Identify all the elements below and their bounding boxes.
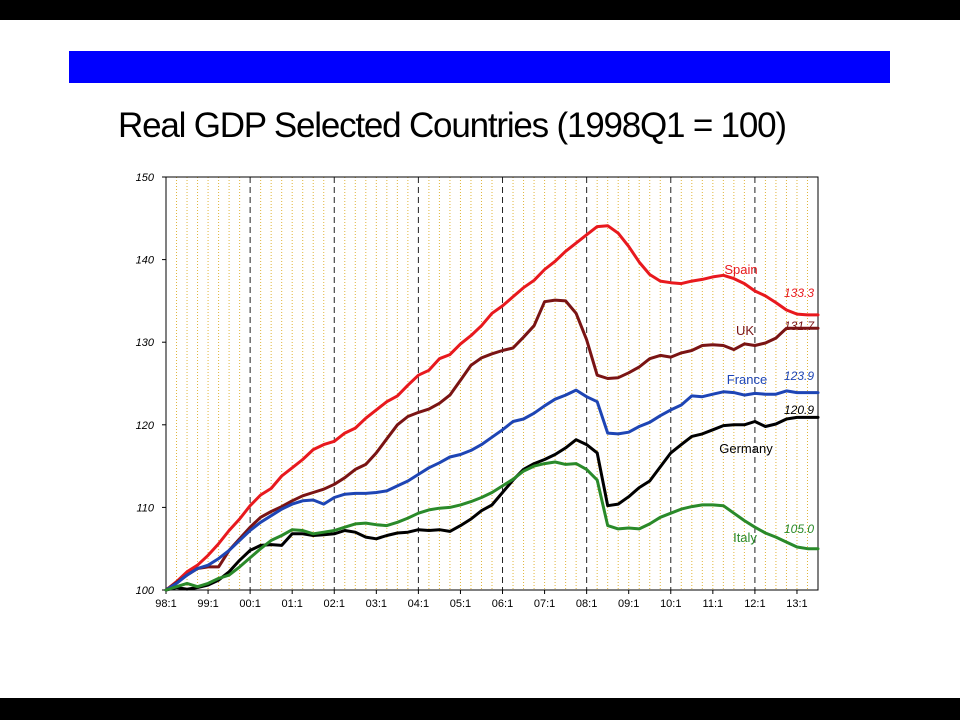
- series-line-spain: [164, 224, 820, 592]
- plot-frame: [165, 176, 819, 591]
- x-tick-label: 03:1: [366, 598, 387, 610]
- series-end-label-uk: 131.7: [784, 319, 815, 333]
- y-tick-label: 110: [136, 502, 154, 514]
- series-name-germany: Germany: [719, 441, 773, 456]
- y-tick-label: 120: [136, 420, 155, 432]
- series-line-germany: [164, 415, 820, 592]
- y-tick-label: 130: [136, 337, 155, 349]
- header-banner: [69, 51, 890, 83]
- x-tick-label: 09:1: [618, 598, 639, 610]
- slide-title: Real GDP Selected Countries (1998Q1 = 10…: [118, 106, 787, 145]
- x-tick-label: 01:1: [281, 598, 302, 610]
- chart-axes: 100 110 120 130 140 150 98:1 99:1 00:1 01:1 02:1 03…: [136, 172, 819, 610]
- x-tick-label: 12:1: [744, 598, 765, 610]
- x-tick-label: 00:1: [239, 598, 260, 610]
- y-tick-label: 100: [136, 585, 155, 597]
- x-tick-label: 04:1: [408, 598, 429, 610]
- chart-labels: Spain 133.3 UK 131.7 France 123.9 Germany 120.9…: [719, 262, 815, 545]
- series-name-spain: Spain: [724, 262, 757, 277]
- plot-area: [166, 177, 818, 590]
- chart-grid: [166, 177, 819, 590]
- series-end-label-france: 123.9: [784, 369, 814, 383]
- series-name-uk: UK: [736, 323, 754, 338]
- series-line-uk: [164, 298, 820, 592]
- series-end-label-germany: 120.9: [784, 403, 814, 417]
- series-end-label-italy: 105.0: [784, 522, 814, 536]
- x-tick-label: 06:1: [492, 598, 513, 610]
- x-tick-label: 13:1: [786, 598, 807, 610]
- series-line-italy: [164, 460, 820, 592]
- y-tick-label: 150: [136, 172, 155, 184]
- series-end-label-spain: 133.3: [784, 286, 814, 300]
- x-tick-label: 07:1: [534, 598, 555, 610]
- x-tick-label: 99:1: [197, 598, 218, 610]
- series-name-italy: Italy: [733, 530, 757, 545]
- x-tick-label: 98:1: [155, 598, 176, 610]
- x-tick-label: 02:1: [324, 598, 345, 610]
- x-tick-label: 10:1: [660, 598, 681, 610]
- y-tick-label: 140: [136, 255, 155, 267]
- series-name-france: France: [727, 372, 767, 387]
- x-tick-label: 11:1: [703, 598, 724, 610]
- x-tick-label: 05:1: [450, 598, 471, 610]
- x-tick-label: 08:1: [576, 598, 597, 610]
- series-line-france: [164, 388, 820, 592]
- chart-series: [164, 224, 820, 592]
